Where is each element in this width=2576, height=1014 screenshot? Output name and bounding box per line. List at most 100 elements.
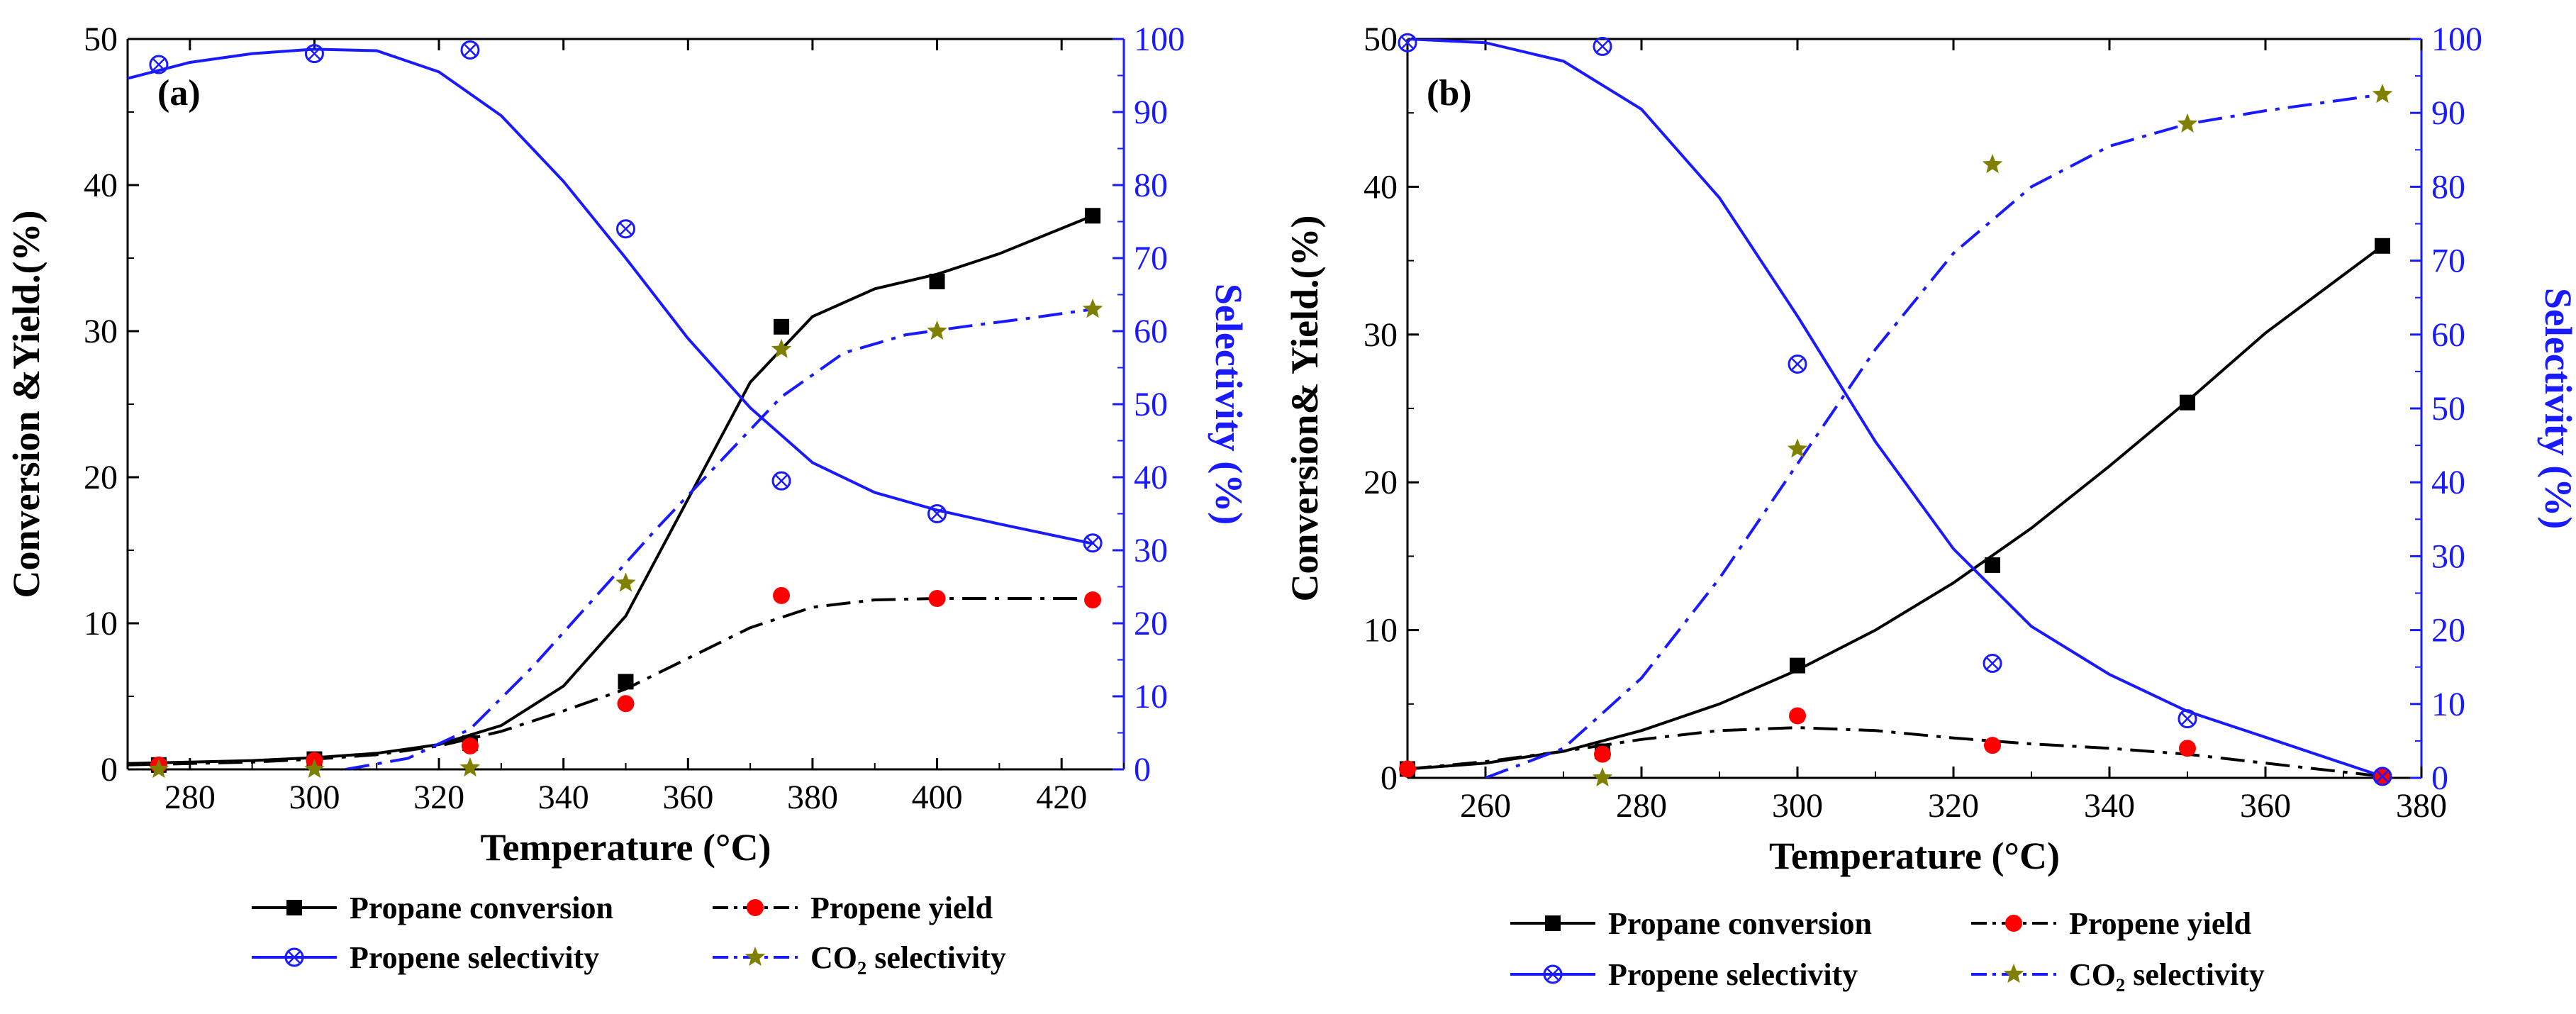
- legend-label: CO₂ selectivity: [810, 940, 1006, 975]
- legend-item: CO₂ selectivity: [713, 940, 1006, 975]
- data-point-3: [2372, 84, 2393, 104]
- legend-marker-cross2: [1546, 968, 1559, 981]
- data-point-2-ring: [1083, 533, 1103, 553]
- data-point-2: [2373, 767, 2392, 786]
- data-point-3: [148, 759, 169, 779]
- data-point-3: [927, 321, 947, 340]
- y-right-tick-label: 60: [2431, 316, 2465, 354]
- data-point-2-cross2: [775, 474, 788, 488]
- panel-label: (b): [1427, 73, 1472, 113]
- data-point-2-ring: [1983, 653, 2002, 673]
- y-right-axis-label: Selectivity (%): [1208, 284, 1250, 525]
- x-tick-label: 260: [1460, 787, 1511, 825]
- x-tick-label: 400: [912, 779, 963, 816]
- data-point-2-ring: [771, 471, 791, 491]
- data-point-1: [928, 589, 946, 607]
- data-point-2-ring: [1593, 36, 1612, 56]
- data-point-3: [615, 572, 636, 592]
- data-point-2-cross2: [1596, 40, 1609, 53]
- x-tick-label: 360: [662, 779, 713, 816]
- y-left-tick-label: 10: [1364, 612, 1398, 650]
- y-right-tick-label: 0: [2431, 759, 2448, 797]
- data-point-3: [1982, 154, 2003, 174]
- legend-label: Propene selectivity: [1608, 957, 1858, 992]
- series-line-0: [128, 214, 1093, 765]
- data-point-2-cross2: [1086, 536, 1099, 550]
- legend-marker-ring: [284, 947, 304, 967]
- y-right-tick-label: 100: [1134, 21, 1185, 58]
- legend-marker: [284, 947, 304, 967]
- data-point-1: [2179, 740, 2196, 757]
- x-tick-label: 380: [787, 779, 838, 816]
- y-right-tick-label: 50: [2431, 390, 2465, 428]
- legend-item: Propene yield: [713, 891, 993, 925]
- x-tick-label: 340: [538, 779, 589, 816]
- x-tick-label: 340: [2084, 787, 2135, 825]
- data-point-0: [1085, 208, 1101, 224]
- data-point-2-cross2: [619, 222, 632, 235]
- legend-item: Propane conversion: [1510, 906, 1872, 941]
- series-line-1: [1407, 726, 2383, 778]
- data-point-2-ring: [460, 40, 480, 60]
- series-line-3: [345, 308, 1093, 769]
- y-left-tick-label: 30: [1364, 316, 1398, 354]
- plot-area: [128, 48, 1093, 769]
- data-point-1: [1789, 707, 1806, 725]
- data-point-2: [771, 471, 791, 491]
- chart-panel-b: 260 280 300 320 340 360 3800102030405001020304…: [1283, 21, 2576, 992]
- legend-marker: [2005, 915, 2022, 932]
- data-point-3: [1082, 299, 1103, 318]
- y-left-tick-label: 0: [1381, 759, 1398, 797]
- data-point-0: [929, 273, 945, 289]
- data-point-2-ring: [149, 55, 169, 74]
- y-right-tick-label: 30: [2431, 537, 2465, 575]
- data-point-2: [1983, 653, 2002, 673]
- data-point-2: [927, 504, 947, 523]
- x-tick-label: 360: [2240, 787, 2291, 825]
- data-point-1: [1399, 760, 1416, 778]
- legend-marker: [747, 899, 764, 916]
- data-point-2: [1083, 533, 1103, 553]
- y-right-tick-label: 40: [2431, 464, 2465, 501]
- legend-marker: [286, 900, 302, 915]
- data-point-3: [1787, 438, 1808, 458]
- y-right-tick-label: 0: [1134, 751, 1151, 789]
- data-point-2: [1398, 33, 1417, 52]
- panel-label: (a): [157, 73, 201, 113]
- data-point-0: [774, 318, 790, 335]
- legend-label: Propene selectivity: [350, 940, 599, 975]
- data-point-3: [304, 759, 325, 779]
- legend-item: Propene selectivity: [1510, 957, 1858, 992]
- y-left-tick-label: 40: [84, 167, 118, 204]
- data-point-0: [2375, 238, 2390, 254]
- data-point-2: [1788, 354, 1807, 374]
- data-point-1: [773, 586, 791, 604]
- data-point-2-cross2: [1401, 36, 1414, 50]
- y-left-tick-label: 50: [84, 21, 118, 58]
- legend-item: Propene selectivity: [252, 940, 599, 975]
- data-point-2-cross2: [2181, 712, 2194, 725]
- y-right-tick-label: 20: [1134, 605, 1168, 642]
- y-right-tick-label: 40: [1134, 459, 1168, 496]
- legend-marker: [1543, 964, 1563, 984]
- data-point-2: [149, 55, 169, 74]
- data-point-2-cross2: [464, 43, 476, 57]
- data-point-1: [617, 695, 635, 713]
- legend-label: Propane conversion: [1608, 906, 1872, 941]
- data-point-0: [618, 674, 634, 690]
- data-point-2-ring: [304, 44, 324, 64]
- data-point-2: [460, 40, 480, 60]
- data-point-2-ring: [2178, 709, 2197, 729]
- x-axis-label: Temperature (°C): [1769, 835, 2060, 877]
- data-point-1: [1594, 745, 1611, 763]
- y-right-tick-label: 80: [1134, 167, 1168, 204]
- data-point-2-ring: [2373, 767, 2392, 786]
- x-axis-label: Temperature (°C): [480, 826, 771, 869]
- x-tick-label: 300: [1772, 787, 1823, 825]
- y-left-tick-label: 30: [84, 313, 118, 350]
- y-right-tick-label: 20: [2431, 612, 2465, 650]
- y-left-axis-label: Conversion &Yield.(%): [5, 211, 48, 598]
- data-point-0: [1985, 557, 2000, 573]
- data-point-2-ring: [927, 504, 947, 523]
